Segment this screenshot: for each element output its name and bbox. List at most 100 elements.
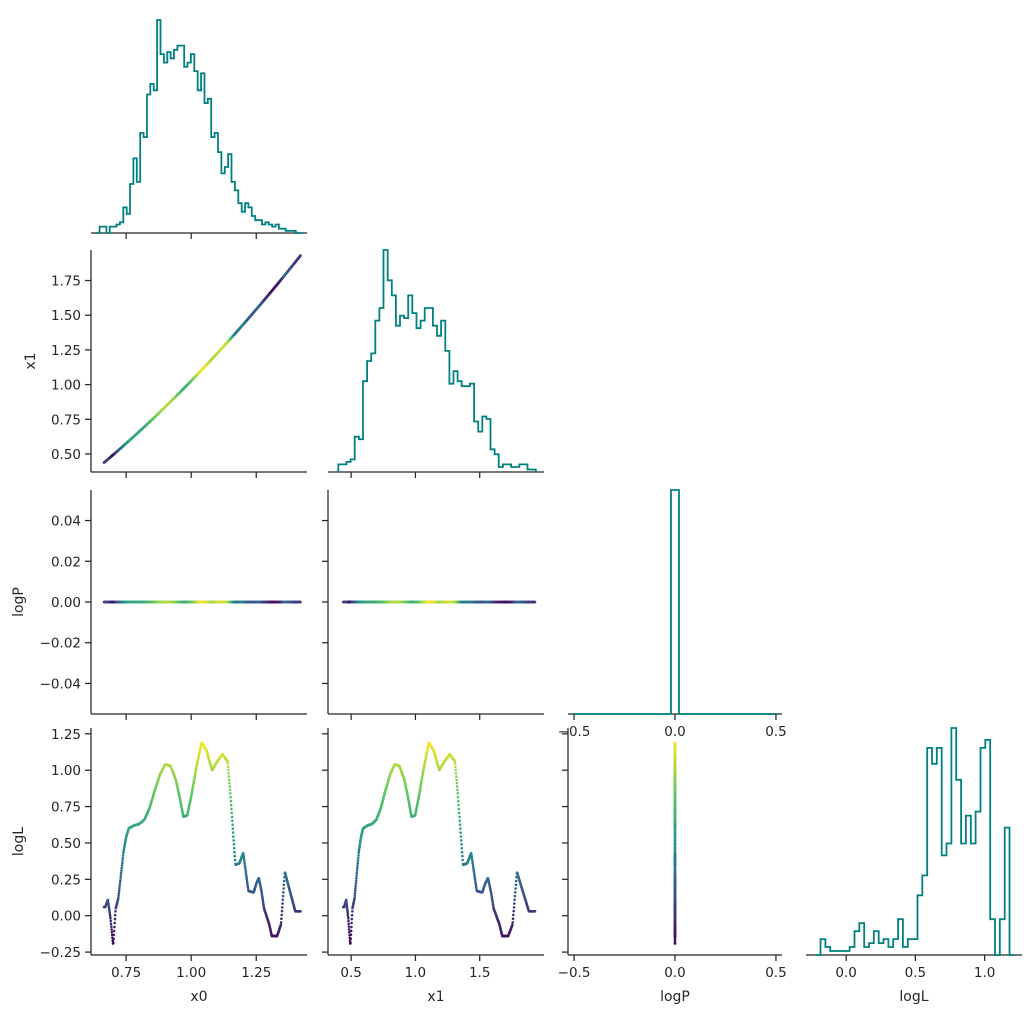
scatter-point (299, 910, 302, 913)
scatter-point (673, 768, 677, 772)
scatter-x0-logL (102, 741, 302, 945)
scatter-point (280, 909, 284, 913)
scatter-point (460, 847, 464, 850)
scatter-point (353, 889, 357, 892)
scatter-point (227, 768, 230, 772)
scatter-point (673, 917, 677, 920)
scatter-point (109, 917, 112, 920)
scatter-point (118, 881, 122, 885)
scatter-point (233, 850, 236, 854)
scatter-point (233, 858, 237, 862)
x-tick-label: 0.0 (835, 965, 856, 981)
scatter-point (281, 894, 285, 898)
scatter-point (119, 879, 122, 882)
scatter-point (673, 781, 677, 785)
scatter-point (113, 925, 116, 929)
scatter-point (673, 921, 677, 924)
y-tick-label: 0.00 (51, 909, 81, 925)
y-tick-label: 1.25 (51, 727, 81, 743)
scatter-point (353, 894, 357, 897)
scatter-point (673, 765, 677, 769)
scatter-point (109, 922, 113, 926)
scatter-point (514, 883, 518, 887)
scatter-point (117, 896, 120, 900)
scatter-point (113, 913, 117, 917)
scatter-point (227, 778, 231, 782)
scatter-point (357, 854, 360, 857)
y-tick-label: 0.75 (51, 800, 81, 816)
scatter-point (350, 913, 354, 917)
x-axis-label: logL (899, 989, 928, 1005)
scatter-point (121, 861, 124, 865)
scatter-point (673, 795, 677, 799)
scatter-point (673, 762, 677, 765)
scatter-point (228, 788, 232, 792)
scatter-point (533, 910, 537, 913)
y-tick-label: −0.04 (40, 676, 81, 692)
x-tick-label: 0.5 (340, 965, 361, 981)
x-tick-label: 0.0 (664, 965, 685, 981)
scatter-point (533, 600, 537, 604)
scatter-point (349, 937, 353, 940)
scatter-point (456, 795, 460, 799)
scatter-point (230, 807, 233, 811)
scatter-point (355, 876, 358, 880)
scatter-point (119, 874, 123, 877)
scatter-point (354, 884, 358, 887)
scatter-point (280, 917, 283, 920)
scatter-point (457, 799, 460, 803)
scatter-point (282, 887, 286, 890)
scatter-point (511, 921, 514, 924)
histogram-logP (574, 489, 776, 715)
scatter-point (673, 827, 677, 830)
scatter-point (457, 811, 461, 815)
scatter-point (351, 910, 354, 913)
scatter-point (228, 781, 231, 785)
scatter-point (673, 785, 677, 788)
scatter-point (349, 933, 353, 937)
scatter-point (120, 869, 123, 872)
scatter-point (347, 928, 351, 931)
scatter-point (673, 910, 677, 913)
x-tick-label: 1.25 (241, 965, 271, 981)
scatter-point (459, 827, 462, 830)
histogram-logL (815, 727, 1015, 956)
scatter-point (122, 851, 125, 855)
scatter-point (461, 854, 464, 858)
axes-frame (90, 728, 307, 956)
y-tick-label: 0.75 (51, 412, 81, 428)
scatter-point (229, 795, 232, 799)
scatter-point (355, 874, 358, 877)
y-tick-label: 1.75 (51, 274, 81, 290)
scatter-point (226, 765, 230, 769)
scatter-point (350, 917, 354, 921)
y-tick-label: 1.00 (51, 763, 81, 779)
scatter-point (455, 781, 459, 785)
scatter-point (460, 850, 464, 854)
x-tick-label: 0.5 (905, 965, 926, 981)
scatter-point (673, 799, 677, 803)
y-tick-label: 1.25 (51, 343, 81, 359)
scatter-point (511, 923, 514, 927)
scatter-point (226, 760, 229, 763)
scatter-point (673, 772, 677, 775)
scatter-point (512, 913, 515, 917)
scatter-point (230, 811, 233, 815)
scatter-point (673, 803, 677, 807)
scatter-point (280, 913, 284, 917)
scatter-point (347, 922, 351, 926)
scatter-point (110, 928, 113, 931)
scatter-point (457, 803, 460, 807)
y-tick-label: −0.25 (40, 945, 81, 961)
x-tick-label: 1.0 (405, 965, 426, 981)
scatter-point (673, 788, 677, 792)
scatter-point (458, 815, 461, 819)
scatter-point (458, 823, 462, 826)
scatter-point (354, 886, 357, 890)
y-tick-label: 0.50 (51, 447, 81, 463)
scatter-point (108, 908, 111, 912)
scatter-point (279, 923, 283, 927)
scatter-point (232, 843, 236, 846)
scatter-point (227, 772, 230, 775)
